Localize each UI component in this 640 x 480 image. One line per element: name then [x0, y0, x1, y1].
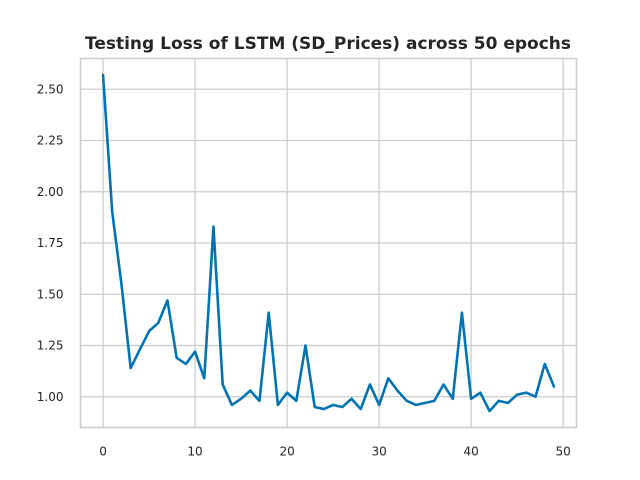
y-axis-ticks: 1.00 1.25 1.50 1.75 2.00 2.25 2.50 [37, 82, 64, 404]
x-tick-label: 30 [371, 445, 386, 459]
x-tick-label: 10 [187, 445, 202, 459]
y-tick-label: 1.00 [37, 390, 64, 404]
x-tick-label: 40 [463, 445, 478, 459]
loss-series-line [101, 73, 556, 413]
y-tick-label: 1.25 [37, 339, 64, 353]
x-tick-label: 20 [279, 445, 294, 459]
x-tick-label: 0 [99, 445, 107, 459]
x-tick-label: 50 [556, 445, 571, 459]
y-tick-label: 2.25 [37, 134, 64, 148]
y-tick-label: 1.50 [37, 287, 64, 301]
plot-frame [79, 57, 578, 429]
grid-layer [80, 58, 577, 428]
chart-title: Testing Loss of LSTM (SD_Prices) across … [85, 34, 571, 54]
y-tick-label: 1.75 [37, 236, 64, 250]
x-axis-ticks: 0 10 20 30 40 50 [99, 445, 571, 459]
y-tick-label: 2.50 [37, 82, 64, 96]
y-tick-label: 2.00 [37, 185, 64, 199]
series-layer [101, 73, 556, 413]
